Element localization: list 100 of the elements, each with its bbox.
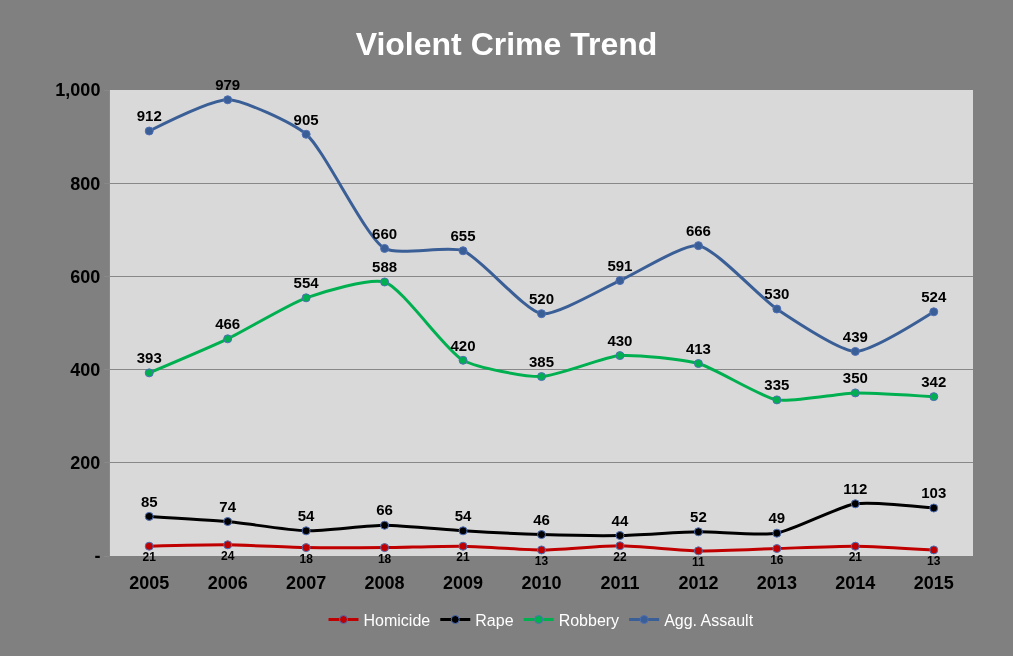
data-label: 530 bbox=[764, 285, 790, 303]
point bbox=[144, 541, 154, 551]
data-label: 350 bbox=[842, 369, 868, 387]
data-label: 54 bbox=[297, 507, 316, 525]
x-tick-label: 2010 bbox=[521, 573, 562, 593]
point bbox=[850, 499, 860, 509]
data-label: 112 bbox=[843, 480, 868, 498]
point bbox=[615, 531, 625, 540]
point bbox=[929, 503, 939, 513]
data-label: 524 bbox=[921, 288, 947, 306]
data-label: 439 bbox=[842, 327, 868, 345]
point bbox=[772, 528, 782, 538]
data-label: 11 bbox=[692, 554, 706, 569]
point bbox=[301, 543, 311, 553]
data-label: 905 bbox=[293, 110, 319, 128]
data-label: 420 bbox=[450, 336, 476, 354]
x-tick-label: 2014 bbox=[835, 573, 876, 593]
point bbox=[380, 543, 390, 553]
point bbox=[223, 540, 233, 550]
data-label: 335 bbox=[764, 376, 790, 394]
point bbox=[301, 129, 311, 139]
data-label: 18 bbox=[299, 551, 314, 566]
data-label: 385 bbox=[528, 352, 555, 370]
point bbox=[223, 95, 233, 105]
data-label: 54 bbox=[454, 507, 473, 525]
point bbox=[458, 541, 468, 551]
data-label: 46 bbox=[533, 510, 550, 528]
point bbox=[537, 545, 546, 555]
point bbox=[693, 527, 703, 537]
data-label: 13 bbox=[927, 553, 941, 568]
point bbox=[693, 546, 703, 556]
x-tick-label: 2012 bbox=[678, 573, 719, 593]
legend-label: Rape bbox=[475, 611, 514, 629]
x-tick-label: 2011 bbox=[600, 573, 640, 593]
data-label: 413 bbox=[685, 339, 711, 357]
data-label: 520 bbox=[528, 289, 555, 307]
point bbox=[223, 334, 233, 344]
point bbox=[929, 392, 939, 402]
data-label: 49 bbox=[768, 509, 786, 527]
point bbox=[537, 372, 546, 382]
data-label: 18 bbox=[377, 551, 392, 566]
data-label: 74 bbox=[219, 497, 237, 515]
data-label: 466 bbox=[215, 315, 241, 333]
data-label: 660 bbox=[372, 224, 398, 242]
x-tick-label: 2006 bbox=[207, 573, 248, 593]
point bbox=[458, 246, 468, 256]
point bbox=[223, 517, 233, 527]
point bbox=[693, 359, 703, 369]
data-label: 85 bbox=[140, 492, 158, 510]
y-tick-label: 400 bbox=[70, 359, 101, 380]
legend-label: Agg. Assault bbox=[664, 611, 754, 629]
x-tick-label: 2005 bbox=[129, 573, 170, 593]
point bbox=[850, 346, 860, 356]
point bbox=[537, 530, 546, 540]
data-label: 66 bbox=[376, 501, 393, 519]
y-tick-label: 200 bbox=[70, 453, 101, 474]
data-label: 912 bbox=[136, 107, 162, 125]
point bbox=[615, 351, 625, 361]
data-label: 52 bbox=[690, 508, 707, 526]
chart-title: Violent Crime Trend bbox=[355, 26, 658, 63]
y-tick-label: 600 bbox=[70, 266, 101, 287]
data-label: 666 bbox=[685, 221, 711, 239]
point bbox=[380, 520, 390, 530]
point bbox=[615, 276, 625, 286]
data-label: 655 bbox=[450, 227, 476, 245]
data-label: 16 bbox=[770, 552, 784, 567]
point bbox=[850, 388, 860, 398]
data-label: 979 bbox=[215, 76, 241, 94]
x-tick-label: 2013 bbox=[756, 573, 797, 593]
point bbox=[144, 126, 154, 136]
data-label: 591 bbox=[607, 256, 633, 274]
point bbox=[929, 545, 939, 555]
data-label: 393 bbox=[136, 349, 162, 367]
point bbox=[693, 241, 703, 251]
legend-label: Homicide bbox=[363, 611, 431, 629]
point bbox=[537, 309, 546, 319]
x-tick-label: 2008 bbox=[364, 573, 405, 593]
point bbox=[929, 307, 939, 317]
point bbox=[380, 243, 390, 253]
point bbox=[380, 277, 390, 287]
y-tick-label: 1,000 bbox=[55, 80, 101, 101]
data-label: 342 bbox=[921, 372, 947, 390]
data-label: 588 bbox=[372, 258, 398, 276]
point bbox=[458, 355, 468, 365]
y-tick-label: 800 bbox=[70, 173, 101, 194]
y-tick-label: - bbox=[94, 546, 101, 567]
x-tick-label: 2009 bbox=[443, 573, 484, 593]
data-label: 430 bbox=[607, 331, 633, 349]
point bbox=[301, 526, 311, 536]
x-tick-label: 2007 bbox=[286, 573, 327, 593]
data-label: 554 bbox=[293, 274, 320, 292]
data-label: 13 bbox=[534, 553, 549, 568]
point bbox=[144, 511, 154, 521]
data-label: 103 bbox=[921, 484, 947, 502]
point bbox=[772, 395, 782, 405]
point bbox=[772, 544, 782, 554]
data-label: 44 bbox=[611, 511, 629, 529]
legend-label: Robbery bbox=[558, 611, 620, 629]
point bbox=[772, 304, 782, 314]
point bbox=[301, 293, 311, 303]
